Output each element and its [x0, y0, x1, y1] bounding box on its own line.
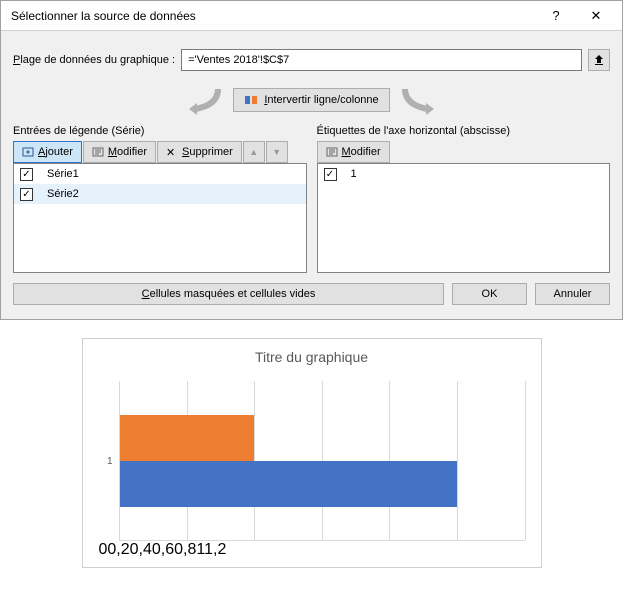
chart-gridline [525, 381, 526, 540]
chart-x-tick: 0,8 [174, 541, 196, 558]
dialog-content: Plage de données du graphique : IInterve… [1, 31, 622, 319]
legend-toolbar: Ajouter Modifier ✕ Supprimer ▲ ▼ [13, 141, 307, 163]
range-label: Plage de données du graphique : [13, 54, 175, 66]
axis-toolbar: Modifier [317, 141, 611, 163]
chart-x-tick: 1 [196, 541, 204, 558]
checkbox-icon[interactable]: ✓ [324, 168, 337, 181]
chart-x-tick: 0,4 [130, 541, 152, 558]
axis-item[interactable]: ✓1 [318, 164, 610, 184]
arrow-right-curve-icon [400, 85, 440, 115]
switch-icon [244, 93, 258, 107]
chart-x-tick: 0,2 [107, 541, 129, 558]
delete-label: Supprimer [182, 146, 233, 158]
chart-x-tick: 0,6 [152, 541, 174, 558]
series-item-label: Série2 [47, 188, 79, 200]
add-series-button[interactable]: Ajouter [13, 141, 82, 163]
series-listbox[interactable]: ✓ Série1 ✓ Série2 [13, 163, 307, 273]
edit-axis-button[interactable]: Modifier [317, 141, 390, 163]
chart-plot [119, 381, 525, 541]
collapse-icon [593, 54, 605, 66]
chart-gridline [457, 381, 458, 540]
edit-icon [326, 146, 338, 158]
series-item-label: Série1 [47, 168, 79, 180]
legend-panel: Entrées de légende (Série) Ajouter Modif… [13, 125, 307, 273]
edit-series-button[interactable]: Modifier [83, 141, 156, 163]
hidden-cells-button[interactable]: Cellules masquées et cellules vides [13, 283, 444, 305]
chart-title: Titre du graphique [99, 349, 525, 365]
add-label: Ajouter [38, 146, 73, 158]
axis-item-label: 1 [351, 168, 357, 180]
edit-label: Modifier [108, 146, 147, 158]
series-item[interactable]: ✓ Série2 [14, 184, 306, 204]
help-button[interactable]: ? [536, 2, 576, 30]
select-data-source-dialog: Sélectionner la source de données ? ✕ Pl… [0, 0, 623, 320]
hidden-cells-label: Cellules masquées et cellules vides [142, 288, 316, 300]
help-icon: ? [552, 8, 559, 23]
chart-x-tick: 1,2 [204, 541, 226, 558]
titlebar: Sélectionner la source de données ? ✕ [1, 1, 622, 31]
cancel-button[interactable]: Annuler [535, 283, 610, 305]
move-down-button[interactable]: ▼ [266, 141, 288, 163]
checkbox-icon[interactable]: ✓ [20, 188, 33, 201]
chart-bar [120, 461, 458, 507]
switch-label: IIntervertir ligne/colonnentervertir lig… [264, 94, 378, 106]
add-icon [22, 146, 34, 158]
close-icon: ✕ [591, 8, 602, 24]
dialog-title: Sélectionner la source de données [11, 9, 536, 23]
axis-panel-label: Étiquettes de l'axe horizontal (abscisse… [317, 125, 611, 137]
chart-preview: Titre du graphique 1 00,20,40,60,811,2 [82, 338, 542, 568]
chart-range-row: Plage de données du graphique : [13, 49, 610, 71]
up-icon: ▲ [249, 147, 258, 157]
chart-bar [120, 415, 255, 461]
axis-panel: Étiquettes de l'axe horizontal (abscisse… [317, 125, 611, 273]
collapse-range-button[interactable] [588, 49, 610, 71]
cancel-label: Annuler [554, 288, 592, 300]
dialog-footer: Cellules masquées et cellules vides OK A… [13, 273, 610, 309]
chart-range-input[interactable] [181, 49, 582, 71]
arrow-left-curve-icon [183, 85, 223, 115]
axis-listbox[interactable]: ✓1 [317, 163, 611, 273]
checkbox-icon[interactable]: ✓ [20, 168, 33, 181]
panels: Entrées de légende (Série) Ajouter Modif… [13, 125, 610, 273]
ok-label: OK [482, 288, 498, 300]
move-up-button[interactable]: ▲ [243, 141, 265, 163]
swap-row: IIntervertir ligne/colonnentervertir lig… [13, 85, 610, 115]
edit-icon [92, 146, 104, 158]
switch-row-column-button[interactable]: IIntervertir ligne/colonnentervertir lig… [233, 88, 389, 112]
edit-axis-label: Modifier [342, 146, 381, 158]
down-icon: ▼ [272, 147, 281, 157]
legend-panel-label: Entrées de légende (Série) [13, 125, 307, 137]
delete-icon: ✕ [166, 146, 178, 158]
chart-y-category: 1 [99, 381, 119, 541]
delete-series-button[interactable]: ✕ Supprimer [157, 141, 242, 163]
series-item[interactable]: ✓ Série1 [14, 164, 306, 184]
close-button[interactable]: ✕ [576, 2, 616, 30]
chart-plot-area: 1 [99, 381, 525, 541]
chart-x-axis: 00,20,40,60,811,2 [99, 541, 525, 555]
ok-button[interactable]: OK [452, 283, 527, 305]
